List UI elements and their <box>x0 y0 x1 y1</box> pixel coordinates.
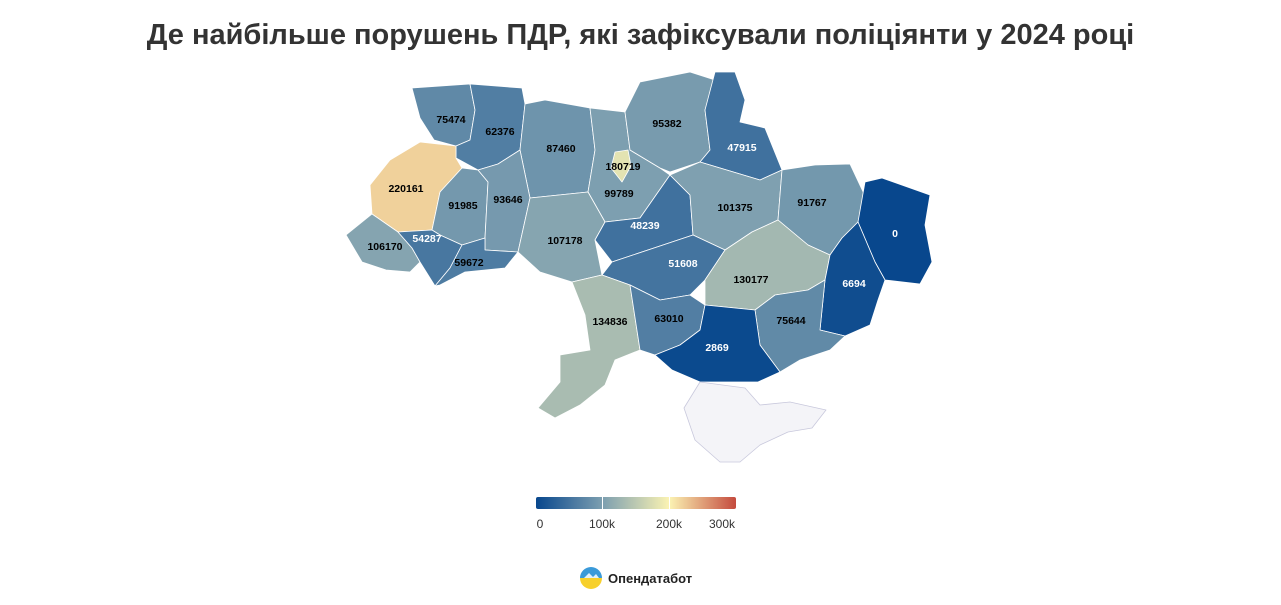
map-title: Де найбільше порушень ПДР, які зафіксува… <box>146 19 1135 51</box>
value-label-rivne: 62376 <box>485 126 514 138</box>
brand-name: Опендатабот <box>608 570 693 586</box>
value-label-zhytomyr: 87460 <box>546 143 575 155</box>
value-label-lviv: 220161 <box>388 183 423 195</box>
value-label-kyiv-oblast: 99789 <box>604 188 633 200</box>
value-label-cherkasy: 48239 <box>630 220 659 232</box>
region-chernivtsi[interactable] <box>434 237 519 287</box>
value-label-chernivtsi: 59672 <box>454 257 483 269</box>
value-label-luhansk: 0 <box>892 228 898 240</box>
color-legend: 0 100k 200k 300k <box>536 497 736 531</box>
value-label-zaporizhzhia: 75644 <box>776 315 805 327</box>
legend-label-0: 0 <box>536 517 544 531</box>
value-label-zakarpattia: 106170 <box>367 241 402 253</box>
value-label-vinnytsia: 107178 <box>547 235 582 247</box>
legend-label-300k: 300k <box>708 517 736 531</box>
legend-label-100k: 100k <box>588 517 616 531</box>
value-label-kirovohrad: 51608 <box>668 258 697 270</box>
region-sumy[interactable] <box>699 71 783 181</box>
brand-footer: Опендатабот <box>580 566 692 590</box>
value-label-kharkiv: 91767 <box>797 197 826 209</box>
legend-tick-200k <box>669 497 670 509</box>
value-label-ternopil: 91985 <box>448 200 477 212</box>
value-label-dnipropetrovsk: 130177 <box>733 274 768 286</box>
value-label-chernihiv: 95382 <box>652 118 681 130</box>
region-crimea[interactable] <box>683 381 827 463</box>
legend-label-200k: 200k <box>655 517 683 531</box>
value-label-kherson: 2869 <box>705 342 729 354</box>
region-odesa[interactable] <box>537 274 641 419</box>
value-label-odesa: 134836 <box>592 316 627 328</box>
value-labels-layer: 75474 62376 87460 180719 99789 95382 479… <box>367 114 898 354</box>
value-label-poltava: 101375 <box>717 202 752 214</box>
opendatabot-logo-icon <box>580 567 602 589</box>
value-label-khmelnytskyi: 93646 <box>493 194 522 206</box>
value-label-volyn: 75474 <box>436 114 465 126</box>
value-label-mykolaiv: 63010 <box>654 313 683 325</box>
region-kyiv-city[interactable] <box>610 149 632 183</box>
legend-gradient-bar <box>536 497 736 509</box>
value-label-kyiv-city: 180719 <box>605 161 640 173</box>
value-label-donetsk: 6694 <box>842 278 866 290</box>
value-label-ivano-frankivsk: 54287 <box>412 233 441 245</box>
value-label-sumy: 47915 <box>727 142 756 154</box>
regions-layer <box>345 71 933 463</box>
legend-tick-100k <box>602 497 603 509</box>
